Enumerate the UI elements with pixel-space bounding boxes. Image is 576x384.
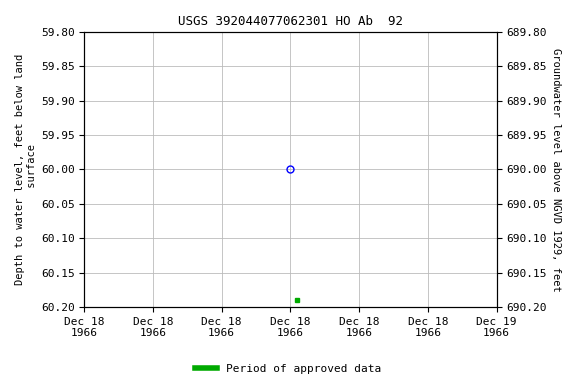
Legend: Period of approved data: Period of approved data [191,359,385,379]
Y-axis label: Depth to water level, feet below land
 surface: Depth to water level, feet below land su… [15,54,37,285]
Title: USGS 392044077062301 HO Ab  92: USGS 392044077062301 HO Ab 92 [178,15,403,28]
Y-axis label: Groundwater level above NGVD 1929, feet: Groundwater level above NGVD 1929, feet [551,48,561,291]
